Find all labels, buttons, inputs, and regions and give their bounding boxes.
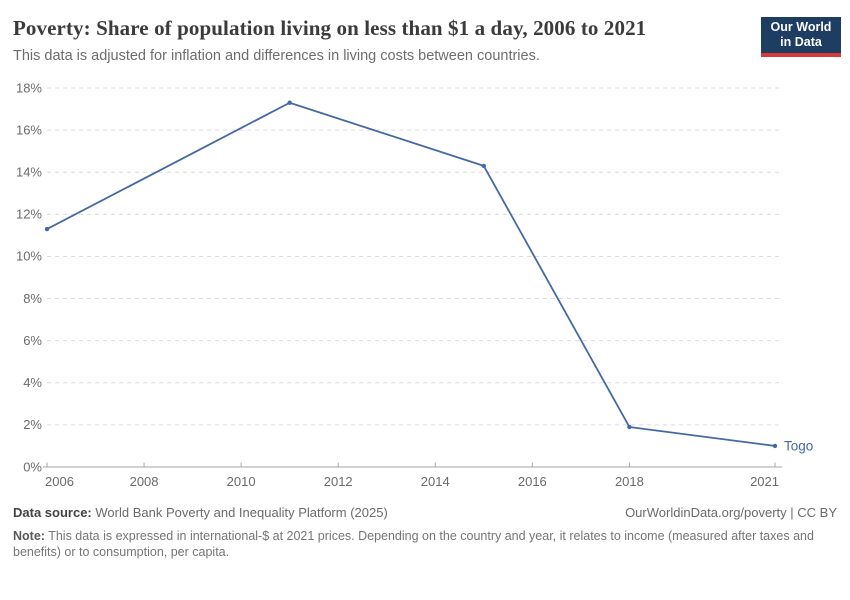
y-tick-label: 18% xyxy=(16,81,42,96)
y-tick-label: 2% xyxy=(23,418,42,433)
data-point xyxy=(772,444,778,449)
data-point xyxy=(44,227,50,232)
owid-logo: Our World in Data xyxy=(761,17,841,57)
chart-subtitle: This data is adjusted for inflation and … xyxy=(13,48,540,65)
data-line xyxy=(46,102,776,448)
poverty-line-chart: 0% 2% 4% 6% 8% 10% 12% 14% 16% 18% 2006 2008 2010 201… xyxy=(16,81,813,490)
data-source-text: World Bank Poverty and Inequality Platfo… xyxy=(95,505,388,521)
y-tick-label: 8% xyxy=(23,291,42,306)
chart-note: Note: This data is expressed in internat… xyxy=(13,528,837,561)
data-point xyxy=(627,425,632,430)
owid-logo-line1: Our World xyxy=(770,19,832,34)
y-tick-label: 16% xyxy=(16,123,42,138)
x-tick-label: 2006 xyxy=(45,474,74,489)
chart-title: Poverty: Share of population living on l… xyxy=(13,16,647,40)
y-tick-label: 10% xyxy=(16,249,42,264)
x-tick-label: 2008 xyxy=(130,474,159,489)
note-label: Note: xyxy=(13,528,45,543)
x-tick-label: 2012 xyxy=(324,474,353,489)
x-tick-label: 2018 xyxy=(615,474,644,489)
data-point xyxy=(481,164,486,169)
note-text: This data is expressed in international-… xyxy=(13,528,814,560)
data-source: Data source: World Bank Poverty and Ineq… xyxy=(13,505,388,521)
x-tick-label: 2014 xyxy=(421,474,450,489)
license-text: OurWorldinData.org/poverty | CC BY xyxy=(625,505,837,521)
y-tick-label: 14% xyxy=(16,165,42,180)
series-end-label: Togo xyxy=(784,439,813,454)
x-tick-label: 2016 xyxy=(518,474,547,489)
chart-footer: Data source: World Bank Poverty and Ineq… xyxy=(0,505,850,560)
data-source-label: Data source: xyxy=(13,505,92,521)
chart-header: Poverty: Share of population living on l… xyxy=(0,0,850,65)
x-tick-label: 2021 xyxy=(750,474,779,489)
y-tick-label: 12% xyxy=(16,207,42,222)
data-point xyxy=(287,100,292,106)
x-tick-label: 2010 xyxy=(227,474,256,489)
owid-logo-line2: in Data xyxy=(780,35,822,49)
y-tick-label: 0% xyxy=(23,460,42,475)
y-tick-label: 4% xyxy=(23,375,42,390)
y-tick-label: 6% xyxy=(23,333,42,348)
